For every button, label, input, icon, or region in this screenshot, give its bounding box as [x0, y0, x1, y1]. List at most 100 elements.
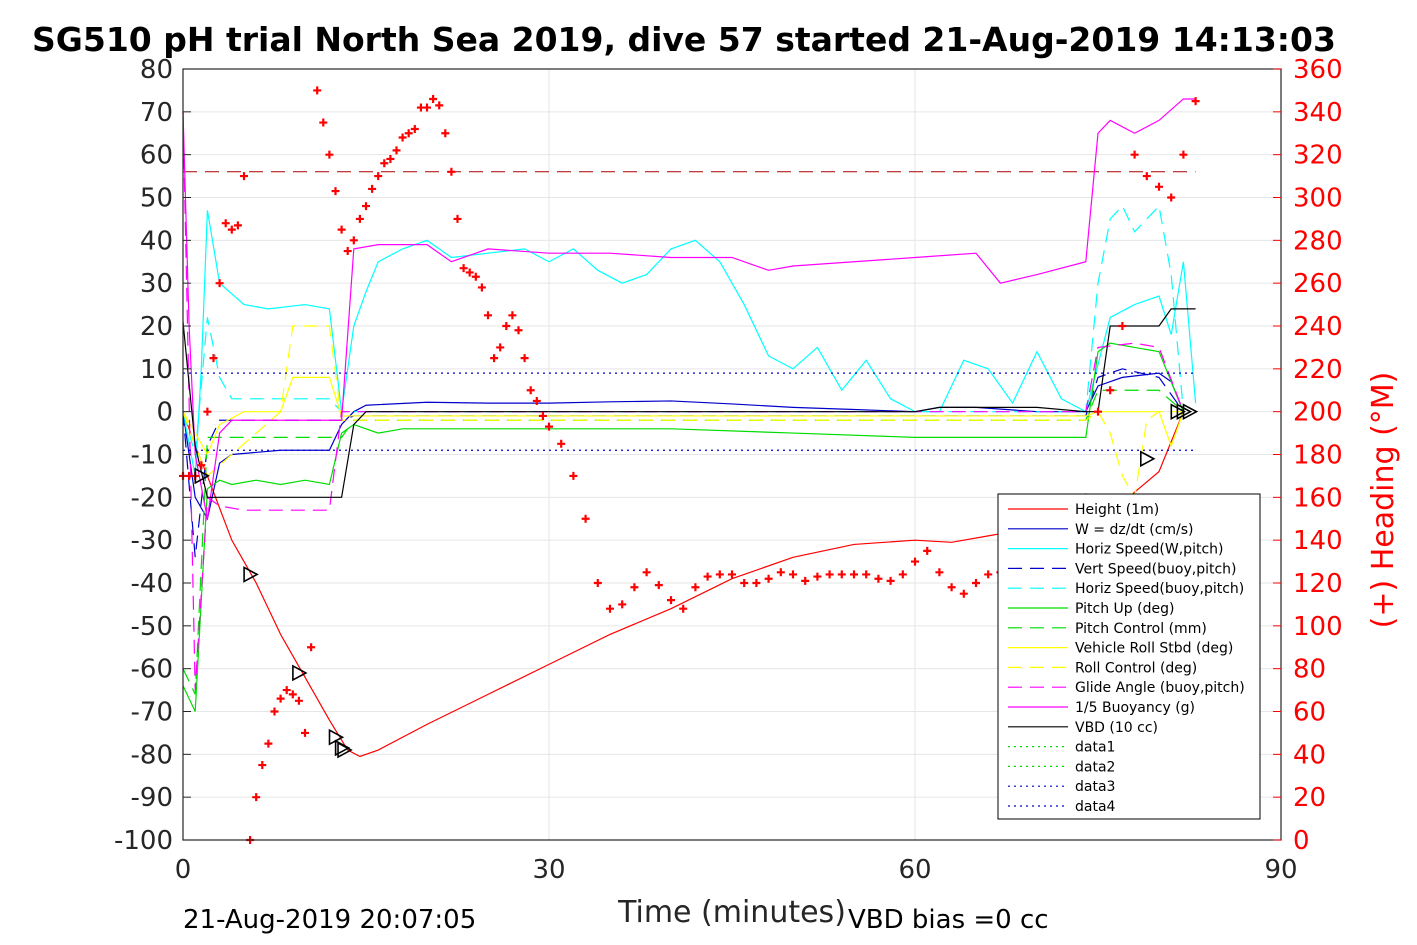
heading-point: [270, 707, 279, 716]
y2-tick-label: 300: [1293, 184, 1343, 214]
heading-point: [343, 247, 352, 256]
heading-point: [484, 311, 492, 320]
series-line-7: [182, 389, 1184, 695]
y-tick-label: 0: [156, 398, 173, 428]
y2-tick-label: 240: [1293, 312, 1343, 342]
series-lines: [182, 98, 1197, 758]
y-tick-label: -90: [131, 783, 173, 813]
heading-point: [471, 272, 480, 281]
legend-label: Vehicle Roll Stbd (deg): [1075, 641, 1233, 657]
legend-label: data4: [1075, 799, 1116, 815]
heading-point: [355, 214, 364, 223]
heading-point: [837, 570, 846, 579]
y-tick-label: 40: [140, 226, 173, 256]
heading-point: [282, 686, 291, 695]
heading-point: [252, 793, 261, 802]
heading-point: [429, 94, 438, 103]
heading-point: [410, 124, 419, 133]
legend-label: Pitch Control (mm): [1075, 621, 1207, 637]
heading-point: [392, 146, 401, 155]
heading-point: [227, 225, 236, 234]
axis-ticks: 0 30 60 9080706050403020100-10-20-30-40-50-…: [114, 55, 1343, 885]
heading-point: [197, 461, 206, 470]
y-tick-label: 60: [140, 141, 173, 171]
series-line-6: [182, 342, 1184, 712]
y2-tick-label: 80: [1293, 655, 1326, 685]
heading-point: [850, 570, 858, 579]
heading-point: [618, 600, 627, 609]
heading-point: [496, 343, 505, 352]
series-line-1: [182, 411, 1184, 758]
heading-point: [862, 570, 871, 579]
y-tick-label: -70: [131, 698, 173, 728]
x-axis-label: Time (minutes): [617, 895, 846, 930]
heading-point: [874, 574, 883, 583]
series-line-11: [182, 98, 1196, 519]
y-tick-label: -30: [131, 526, 173, 556]
heading-point: [1179, 150, 1188, 159]
heading-point: [935, 568, 944, 577]
heading-point: [502, 322, 511, 330]
heading-point: [984, 570, 993, 579]
y-tick-label: 30: [140, 269, 173, 299]
heading-point: [545, 422, 553, 431]
heading-point: [898, 570, 907, 579]
heading-point: [465, 268, 474, 277]
heading-point: [703, 572, 712, 581]
y2-tick-label: 320: [1293, 141, 1343, 171]
y2-tick-label: 280: [1293, 226, 1343, 256]
heading-point: [374, 172, 383, 181]
y2-tick-label: 200: [1293, 398, 1343, 428]
triangle-marker: [292, 664, 308, 682]
heading-point: [1155, 182, 1163, 191]
heading-point: [526, 386, 535, 395]
triangle-marker: [1182, 403, 1199, 421]
legend-label: data1: [1075, 740, 1115, 756]
heading-point: [386, 154, 395, 163]
heading-point: [740, 579, 749, 587]
heading-point: [789, 570, 797, 579]
heading-point: [752, 579, 761, 587]
heading-point: [331, 187, 340, 196]
heading-point: [1167, 193, 1176, 202]
heading-point: [404, 129, 413, 138]
heading-point: [288, 690, 297, 699]
heading-point: [813, 572, 822, 581]
y2-tick-label: 260: [1293, 269, 1343, 299]
heading-point: [258, 761, 267, 770]
heading-point: [911, 557, 919, 566]
heading-point: [606, 604, 614, 613]
series-line-8: [182, 376, 1184, 456]
heading-point: [240, 172, 248, 181]
y-tick-label: 80: [140, 55, 173, 85]
heading-point: [459, 264, 468, 273]
heading-point: [221, 219, 230, 228]
footer-vbd-bias: VBD bias =0 cc: [848, 905, 1049, 935]
heading-point: [630, 583, 639, 592]
heading-point: [398, 133, 407, 142]
heading-point: [203, 407, 212, 416]
series-line-3: [182, 210, 1197, 477]
heading-markers: [179, 86, 1200, 844]
heading-point: [642, 568, 651, 577]
y-tick-label: -10: [131, 441, 173, 471]
series-line-2: [182, 372, 1184, 521]
y-tick-label: -50: [131, 612, 173, 642]
legend-label: Height (1m): [1075, 502, 1159, 518]
heading-point: [654, 581, 663, 590]
y2-tick-label: 0: [1293, 826, 1310, 856]
y2-tick-label: 40: [1293, 740, 1326, 770]
heading-point: [337, 225, 346, 234]
heading-point: [776, 568, 785, 577]
heading-point: [691, 583, 700, 592]
y-tick-label: -40: [131, 569, 173, 599]
footer-timestamp: 21-Aug-2019 20:07:05: [183, 905, 476, 935]
heading-point: [325, 150, 334, 159]
heading-point: [886, 576, 895, 585]
heading-point: [349, 236, 358, 245]
heading-point: [477, 283, 486, 292]
triangle-marker: [243, 566, 259, 583]
heading-point: [1191, 97, 1200, 106]
heading-point: [715, 570, 724, 579]
legend-label: Pitch Up (deg): [1075, 601, 1174, 617]
